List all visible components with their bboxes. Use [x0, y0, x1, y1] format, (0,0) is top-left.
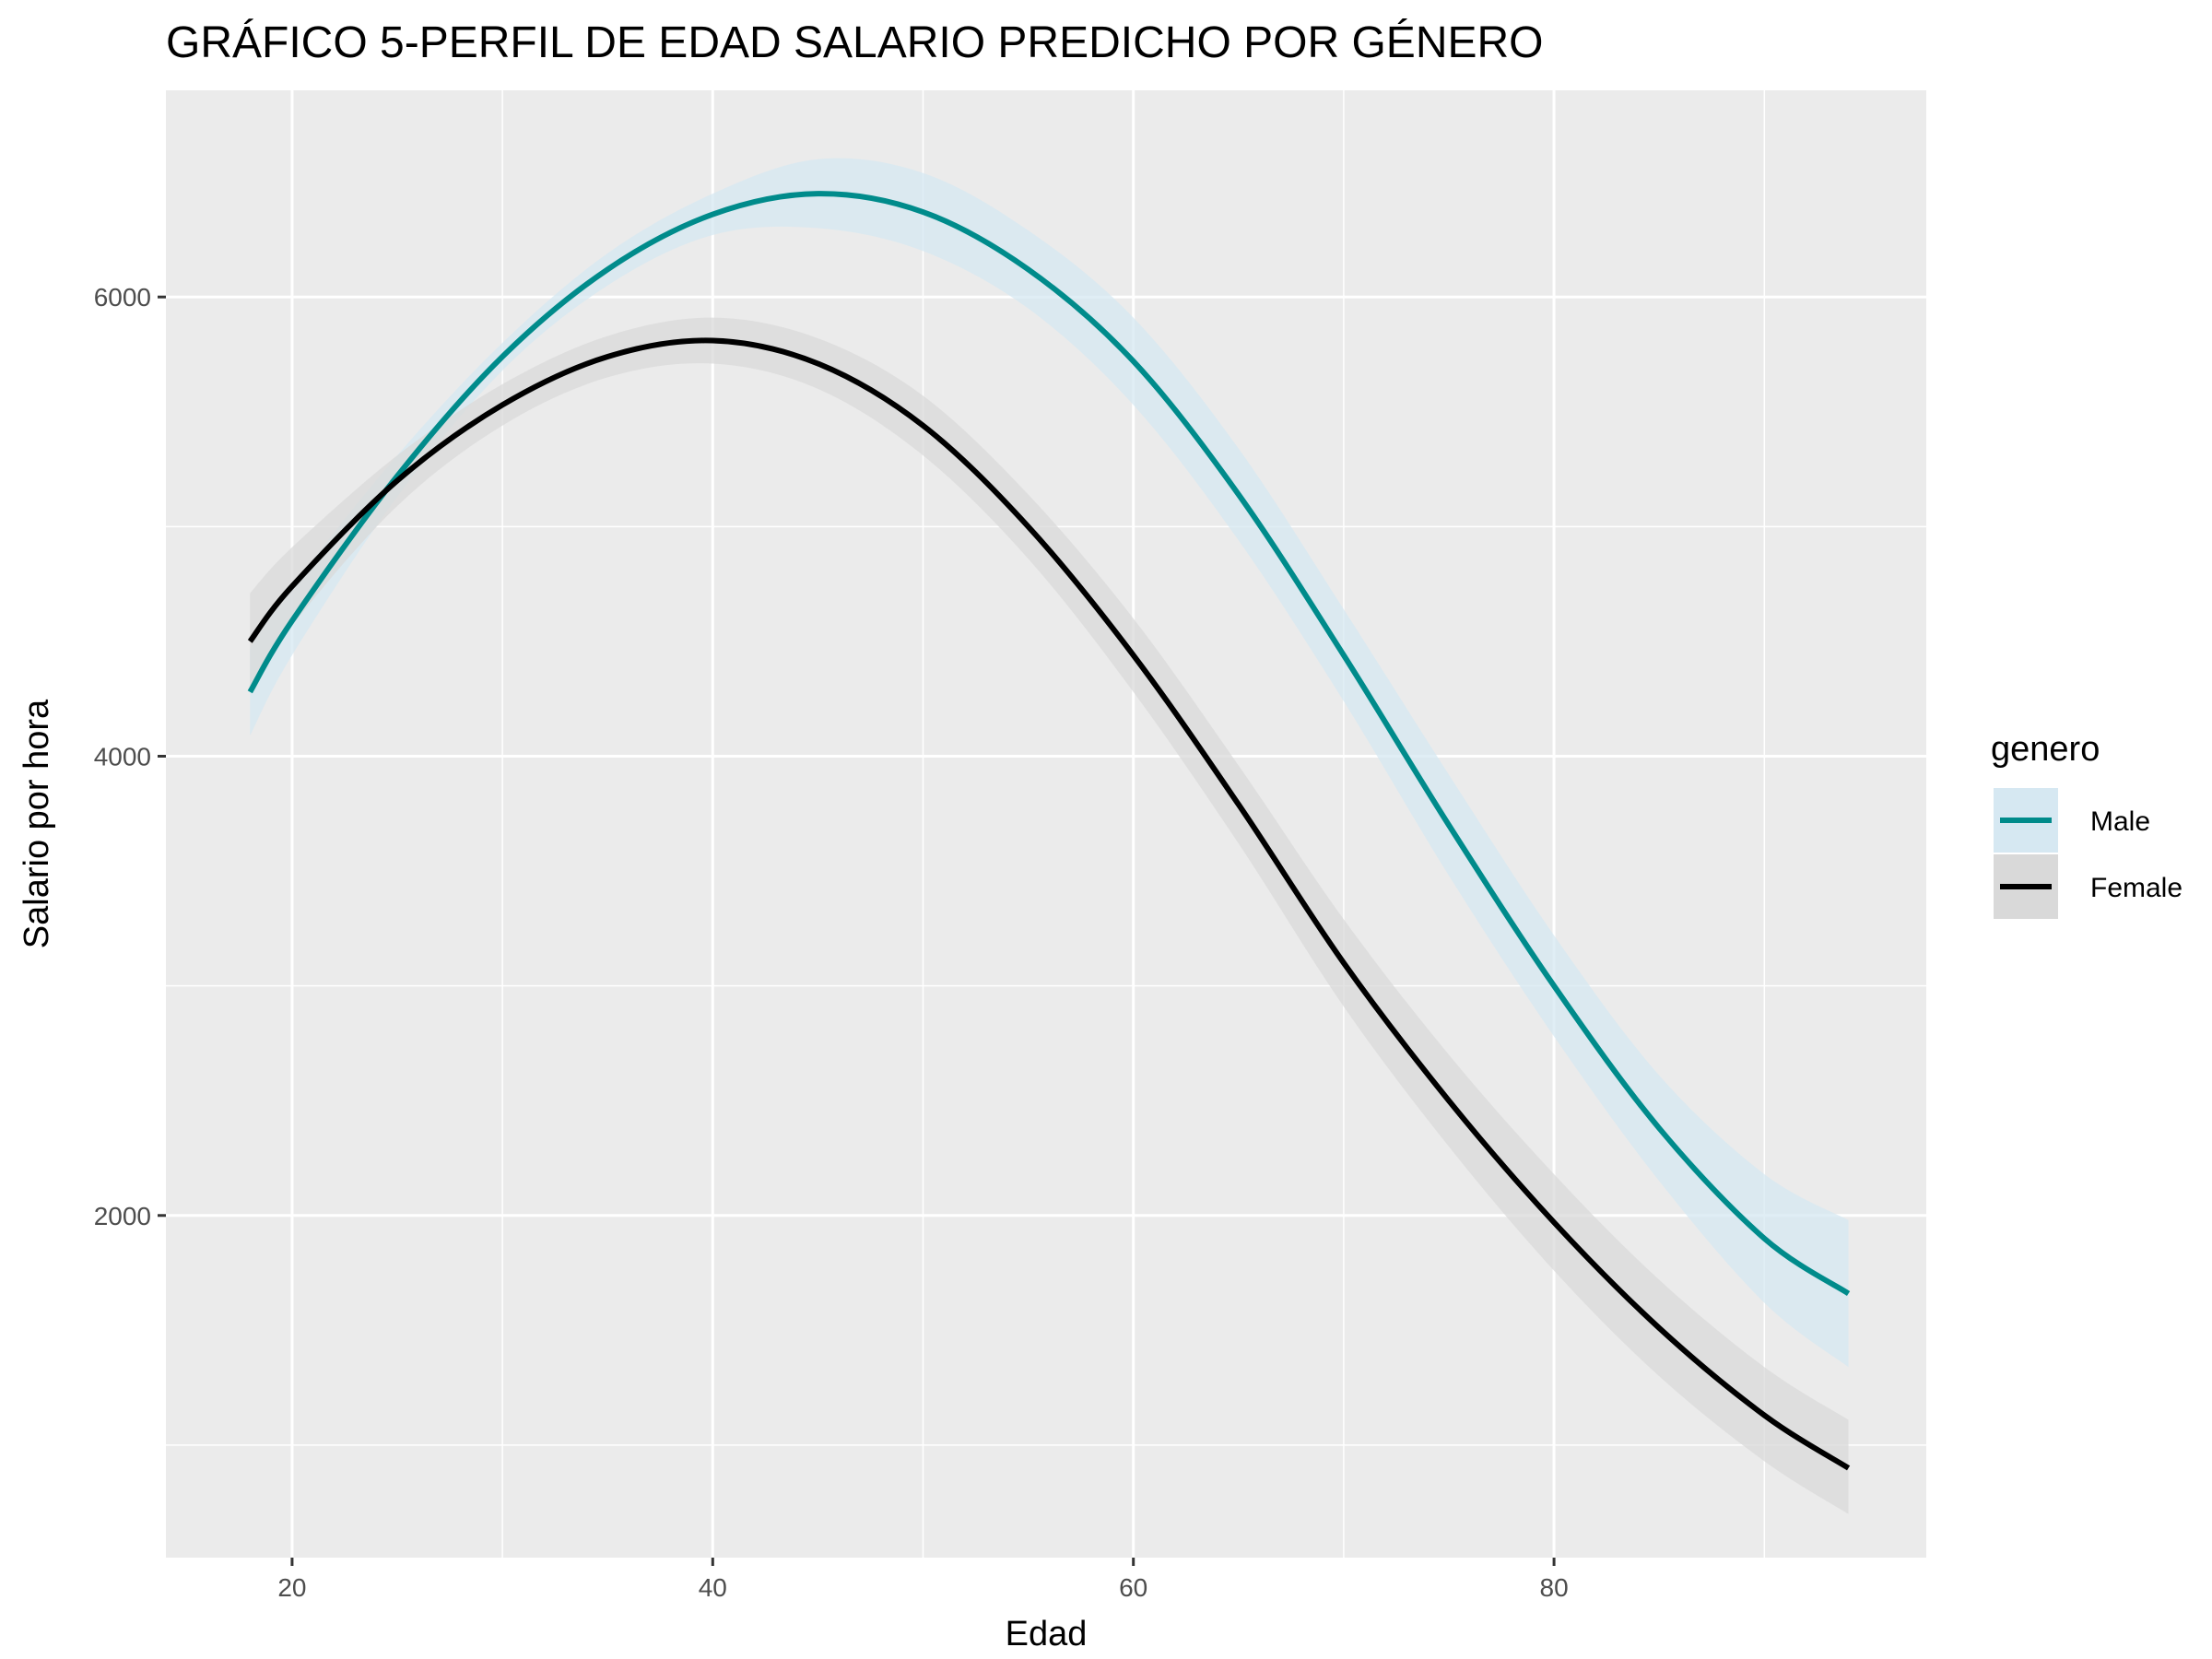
line-female: [247, 337, 1851, 1471]
y-tick-label: 6000: [94, 283, 151, 312]
legend-label-female: Female: [2090, 873, 2183, 903]
x-tick-label: 40: [699, 1573, 727, 1602]
x-tick-label: 80: [1540, 1573, 1569, 1602]
legend-items: Male Female: [1994, 788, 2183, 919]
chart-title: GRÁFICO 5-PERFIL DE EDAD SALARIO PREDICH…: [166, 18, 1544, 67]
legend-item-male: Male: [1994, 788, 2150, 853]
x-axis-title: Edad: [1006, 1615, 1088, 1653]
y-axis-ticks: 2000 4000 6000: [94, 283, 166, 1230]
x-tick-label: 20: [277, 1573, 306, 1602]
y-tick-label: 2000: [94, 1202, 151, 1230]
confidence-ribbons: [250, 158, 1849, 1514]
legend-item-female: Female: [1994, 854, 2183, 919]
line-male: [247, 191, 1851, 1297]
ribbon-female: [250, 317, 1849, 1514]
x-axis-ticks: 20 40 60 80: [277, 1558, 1569, 1602]
legend: genero Male Female: [1991, 730, 2183, 919]
y-tick-label: 4000: [94, 743, 151, 771]
legend-label-male: Male: [2090, 806, 2150, 837]
y-axis-title: Salario por hora: [18, 699, 56, 948]
x-tick-label: 60: [1119, 1573, 1147, 1602]
legend-title: genero: [1991, 730, 2100, 769]
series-lines: [247, 191, 1851, 1471]
